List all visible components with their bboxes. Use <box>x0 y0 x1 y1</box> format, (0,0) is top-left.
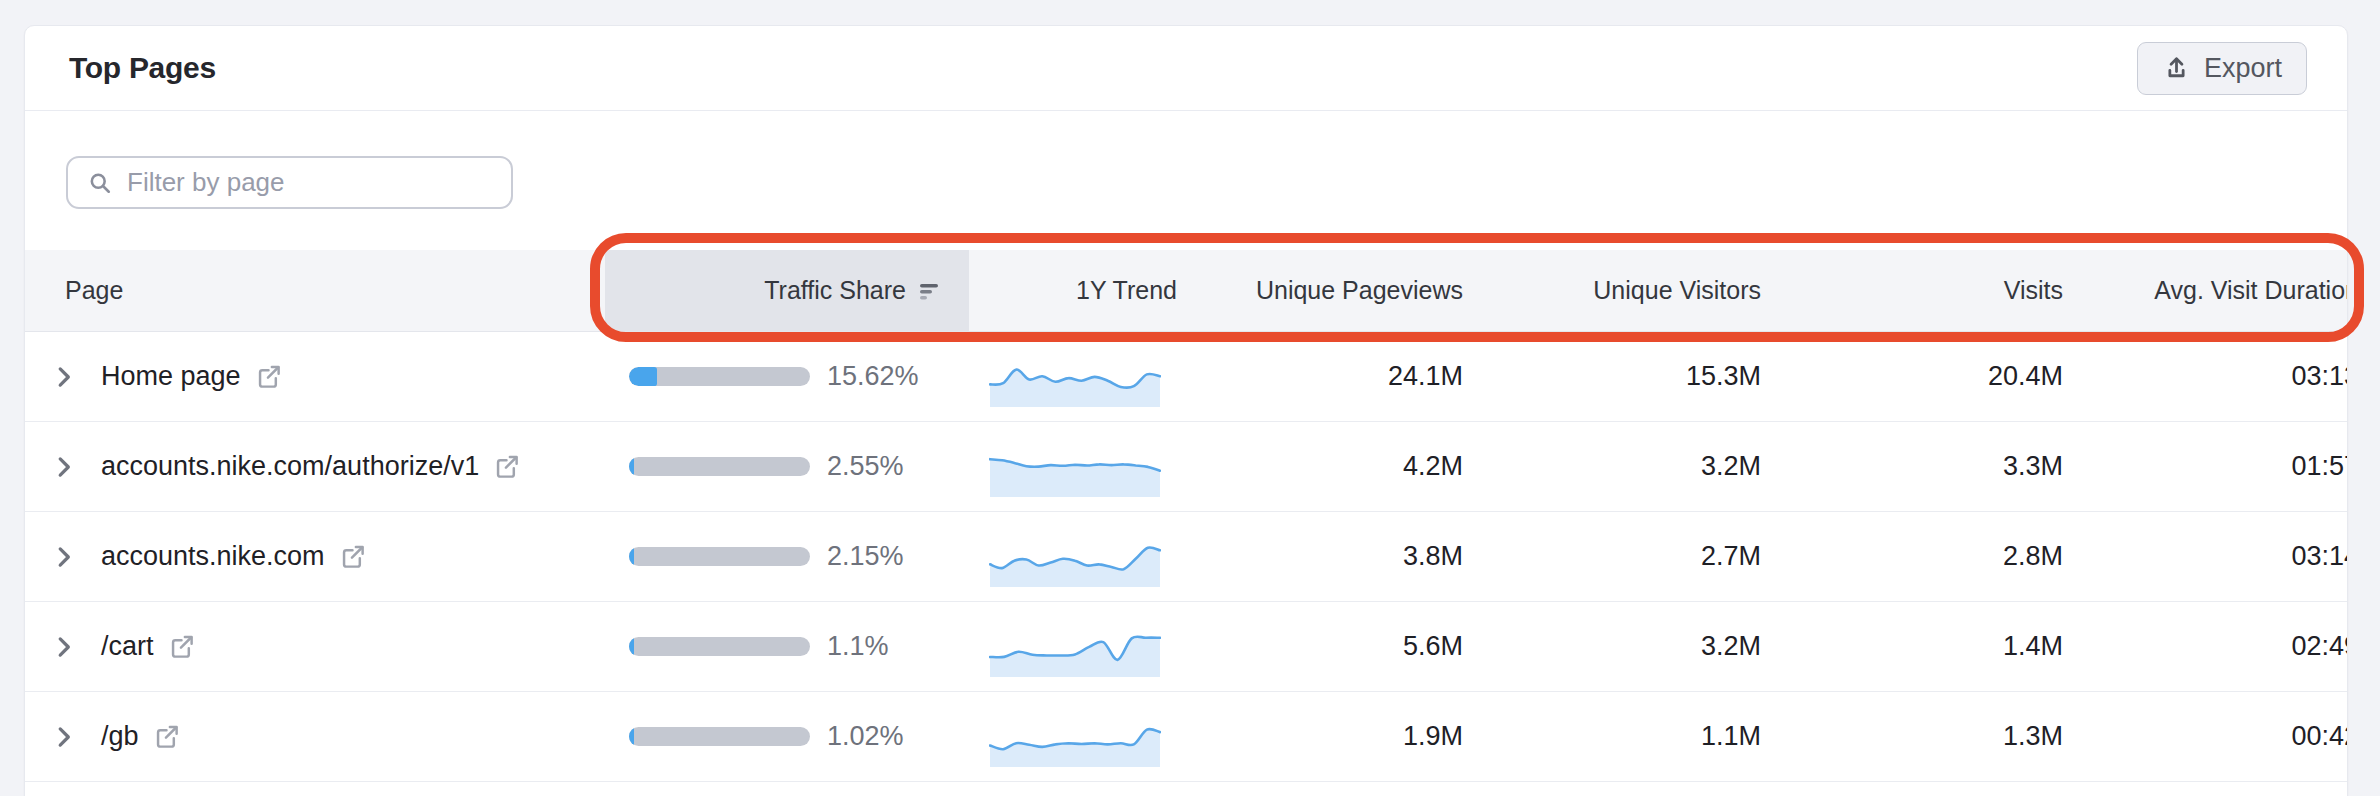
trend-sparkline <box>969 422 1181 511</box>
table-row: accounts.nike.com/authorize/v1 2.55% 4.2… <box>25 422 2347 512</box>
trend-sparkline <box>969 602 1181 691</box>
page-label[interactable]: Home page <box>101 361 241 392</box>
table-row: Home page 15.62% 24.1M 15.3M 20.4M 03:13 <box>25 332 2347 422</box>
unique-visitors-value: 3.2M <box>1463 422 1761 511</box>
traffic-share-bar <box>629 547 810 566</box>
traffic-share-bar <box>629 457 810 476</box>
export-label: Export <box>2204 53 2282 84</box>
traffic-share-value: 2.55% <box>827 451 904 482</box>
column-header-page[interactable]: Page <box>25 250 605 331</box>
unique-pageviews-value: 5.6M <box>1181 602 1463 691</box>
page-label[interactable]: accounts.nike.com/authorize/v1 <box>101 451 479 482</box>
external-link-icon[interactable] <box>493 453 520 480</box>
column-header-traffic-share[interactable]: Traffic Share <box>605 250 969 331</box>
trend-sparkline <box>969 332 1181 421</box>
avg-visit-duration-value: 01:57 <box>2063 422 2348 511</box>
avg-visit-duration-value: 03:14 <box>2063 512 2348 601</box>
traffic-share-value: 1.02% <box>827 721 904 752</box>
traffic-share-bar <box>629 637 810 656</box>
expand-chevron-icon[interactable] <box>51 364 101 390</box>
column-header-avg-visit-duration[interactable]: Avg. Visit Duration <box>2063 250 2348 331</box>
unique-pageviews-value: 3.8M <box>1181 512 1463 601</box>
page-label[interactable]: /gb <box>101 721 139 752</box>
expand-chevron-icon[interactable] <box>51 544 101 570</box>
unique-pageviews-value: 1.9M <box>1181 692 1463 781</box>
traffic-share-bar-fill <box>629 367 657 386</box>
external-link-icon[interactable] <box>168 633 195 660</box>
traffic-share-bar-fill <box>629 547 634 566</box>
traffic-share-bar-fill <box>629 457 634 476</box>
trend-sparkline <box>969 512 1181 601</box>
unique-pageviews-value: 24.1M <box>1181 332 1463 421</box>
unique-visitors-value: 1.1M <box>1463 692 1761 781</box>
avg-visit-duration-value: 00:42 <box>2063 692 2348 781</box>
table-row: accounts.nike.com 2.15% 3.8M 2.7M 2.8M 0… <box>25 512 2347 602</box>
avg-visit-duration-value: 03:13 <box>2063 332 2348 421</box>
visits-value: 1.3M <box>1761 692 2063 781</box>
sort-descending-icon <box>917 279 941 303</box>
expand-chevron-icon[interactable] <box>51 454 101 480</box>
table-header: Page Traffic Share 1Y Trend Unique Pagev… <box>25 250 2347 332</box>
panel-header: Top Pages Export <box>25 26 2347 111</box>
expand-chevron-icon[interactable] <box>51 724 101 750</box>
search-icon <box>86 169 114 197</box>
page-label[interactable]: accounts.nike.com <box>101 541 325 572</box>
visits-value: 2.8M <box>1761 512 2063 601</box>
traffic-share-value: 1.1% <box>827 631 889 662</box>
unique-pageviews-value: 4.2M <box>1181 422 1463 511</box>
traffic-share-bar <box>629 727 810 746</box>
unique-visitors-value: 2.7M <box>1463 512 1761 601</box>
column-header-unique-pageviews[interactable]: Unique Pageviews <box>1181 250 1463 331</box>
external-link-icon[interactable] <box>255 363 282 390</box>
filter-input-box[interactable] <box>66 156 513 209</box>
trend-sparkline <box>969 692 1181 781</box>
export-button[interactable]: Export <box>2137 42 2307 95</box>
avg-visit-duration-value: 02:49 <box>2063 602 2348 691</box>
column-header-unique-visitors[interactable]: Unique Visitors <box>1463 250 1761 331</box>
column-header-visits[interactable]: Visits <box>1761 250 2063 331</box>
traffic-share-value: 15.62% <box>827 361 919 392</box>
visits-value: 20.4M <box>1761 332 2063 421</box>
panel-title: Top Pages <box>69 51 216 85</box>
table-row: /gb 1.02% 1.9M 1.1M 1.3M 00:42 <box>25 692 2347 782</box>
traffic-share-bar-fill <box>629 727 634 746</box>
visits-value: 1.4M <box>1761 602 2063 691</box>
external-link-icon[interactable] <box>153 723 180 750</box>
external-link-icon[interactable] <box>339 543 366 570</box>
page-label[interactable]: /cart <box>101 631 154 662</box>
visits-value: 3.3M <box>1761 422 2063 511</box>
top-pages-panel: Top Pages Export Page <box>24 25 2348 796</box>
traffic-share-value: 2.15% <box>827 541 904 572</box>
column-header-1y-trend[interactable]: 1Y Trend <box>969 250 1181 331</box>
table-body: Home page 15.62% 24.1M 15.3M 20.4M 03:13 <box>25 332 2347 782</box>
unique-visitors-value: 15.3M <box>1463 332 1761 421</box>
unique-visitors-value: 3.2M <box>1463 602 1761 691</box>
traffic-share-header-label: Traffic Share <box>764 276 906 305</box>
table-row: /cart 1.1% 5.6M 3.2M 1.4M 02:49 <box>25 602 2347 692</box>
traffic-share-bar <box>629 367 810 386</box>
export-icon <box>2162 54 2191 83</box>
traffic-share-bar-fill <box>629 637 634 656</box>
expand-chevron-icon[interactable] <box>51 634 101 660</box>
filter-input[interactable] <box>127 167 495 198</box>
